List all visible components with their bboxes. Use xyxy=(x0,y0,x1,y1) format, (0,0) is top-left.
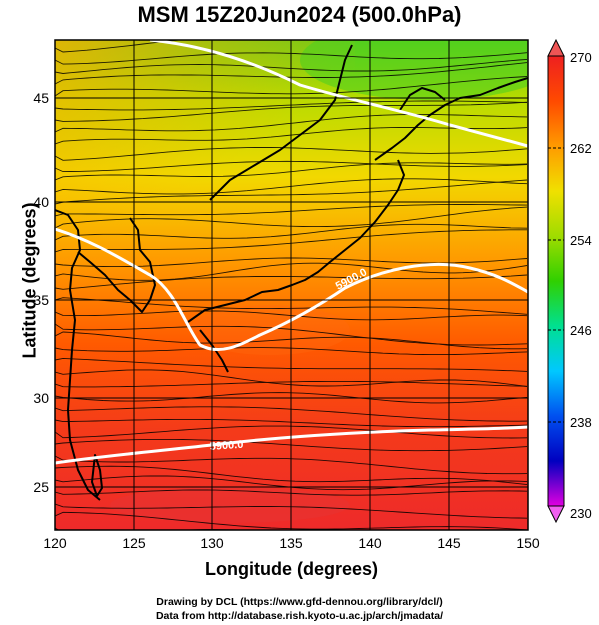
y-tick-label: 30 xyxy=(33,390,49,406)
y-tick-labels: 25 30 35 40 45 xyxy=(33,90,49,495)
x-axis-ticks xyxy=(54,522,529,530)
x-tick-label: 135 xyxy=(279,535,303,551)
colorbar-label: 230 xyxy=(570,506,592,521)
contour-label-south: 5900.0 xyxy=(209,439,243,453)
coastline-hokkaido xyxy=(399,87,446,111)
coastlines xyxy=(55,44,528,501)
x-tick-label: 150 xyxy=(516,535,540,551)
x-tick-labels: 120 125 130 135 140 145 150 xyxy=(43,535,540,551)
y-tick-label: 35 xyxy=(33,292,49,308)
y-tick-label: 40 xyxy=(33,194,49,210)
colorbar-label: 246 xyxy=(570,323,592,338)
coastline-japan-south xyxy=(199,329,229,373)
map-title: MSM 15Z20Jun2024 (500.0hPa) xyxy=(137,2,462,27)
credit-drawing: Drawing by DCL (https://www.gfd-dennou.o… xyxy=(156,596,443,608)
x-axis-label: Longitude (degrees) xyxy=(204,559,378,579)
height-contours xyxy=(55,40,528,465)
y-tick-label: 45 xyxy=(33,90,49,106)
colorbar-label: 254 xyxy=(570,233,592,248)
coastline-russia xyxy=(209,44,353,201)
lat-lon-grid xyxy=(55,40,528,530)
coastline-taiwan xyxy=(91,454,103,497)
colorbar-top-arrow xyxy=(547,38,565,57)
colorbar-bottom-arrow xyxy=(547,505,565,524)
coastline-korea xyxy=(77,217,156,313)
contour-5900-south xyxy=(55,425,528,465)
contour-5900-north xyxy=(55,227,528,352)
contour-north xyxy=(149,40,528,148)
y-tick-label: 25 xyxy=(33,479,49,495)
x-tick-label: 125 xyxy=(122,535,146,551)
colorbar-labels: 270 262 254 246 238 230 xyxy=(570,50,592,521)
x-tick-label: 130 xyxy=(200,535,224,551)
coastline-japan-north xyxy=(374,77,528,161)
x-tick-label: 120 xyxy=(43,535,67,551)
colorbar: 270 262 254 246 238 230 xyxy=(547,38,592,524)
y-axis-label: Latitude (degrees) xyxy=(19,202,40,359)
colorbar-label: 238 xyxy=(570,415,592,430)
x-tick-label: 140 xyxy=(358,535,382,551)
credit-data: Data from http://database.rish.kyoto-u.a… xyxy=(155,610,444,622)
coastline-japan-honshu xyxy=(187,159,405,323)
colorbar-body xyxy=(547,55,565,507)
colorbar-label: 262 xyxy=(570,141,592,156)
x-tick-label: 145 xyxy=(437,535,461,551)
colorbar-label: 270 xyxy=(570,50,592,65)
coastline-china xyxy=(55,209,101,501)
